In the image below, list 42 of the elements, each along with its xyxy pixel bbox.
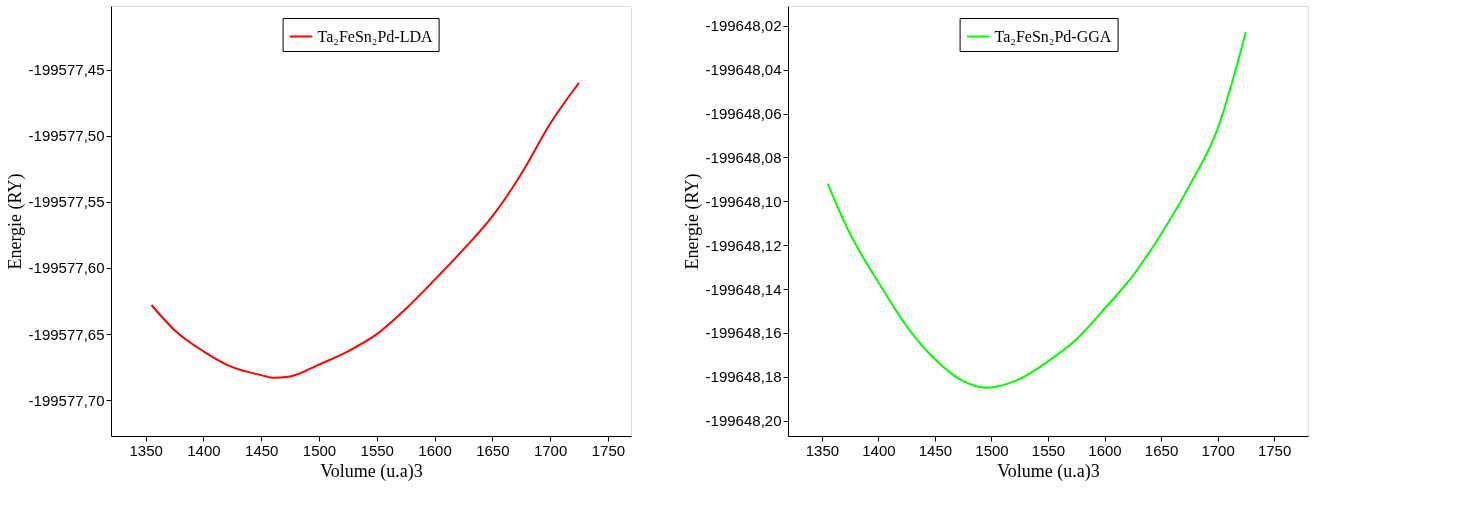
x-axis-title: Volume (u.a)3	[997, 460, 1100, 482]
x-tick-label: 1600	[1088, 441, 1122, 459]
x-tick-label: 1350	[805, 441, 840, 459]
x-axis-title: Volume (u.a)3	[320, 460, 423, 482]
x-tick-label: 1450	[918, 441, 953, 459]
y-tick-label: -199648,10	[705, 192, 782, 210]
y-tick-label: -199577,60	[28, 259, 105, 277]
x-tick-label: 1450	[245, 441, 279, 459]
y-tick-label: -199648,14	[705, 280, 782, 298]
line-series	[150, 81, 580, 379]
x-tick-label: 1550	[1031, 441, 1066, 459]
y-tick-label: -199648,02	[705, 17, 782, 35]
y-tick-label: -199648,08	[705, 148, 782, 166]
y-tick-label: -199648,06	[705, 105, 782, 122]
legend-label: Ta₂FeSn₂Pd-LDA	[317, 27, 433, 45]
y-tick-label: -199577,55	[28, 193, 105, 211]
y-axis-title: Energie (RY)	[681, 173, 703, 270]
y-tick-label: -199577,70	[28, 391, 105, 409]
x-tick-label: 1350	[129, 441, 163, 459]
x-tick-label: 1500	[975, 441, 1009, 459]
x-tick-label: 1500	[302, 441, 337, 459]
y-tick-label: -199577,50	[28, 127, 105, 145]
y-tick-label: -199648,16	[705, 324, 782, 342]
y-tick-label: -199577,45	[28, 61, 105, 79]
legend-label: Ta₂FeSn₂Pd-GGA	[994, 27, 1112, 45]
x-tick-label: 1600	[418, 441, 452, 459]
x-tick-label: 1550	[360, 441, 394, 459]
y-axis-title: Energie (RY)	[4, 173, 26, 270]
y-tick-label: -199577,65	[28, 325, 105, 343]
x-tick-label: 1650	[1144, 441, 1179, 459]
x-tick-label: 1700	[533, 441, 568, 459]
x-tick-label: 1400	[187, 441, 221, 459]
line-series	[826, 31, 1247, 389]
x-tick-label: 1750	[591, 441, 626, 459]
y-tick-label: -199648,12	[705, 236, 782, 254]
y-tick-label: -199648,04	[705, 61, 782, 79]
x-tick-label: 1400	[862, 441, 896, 459]
y-tick-label: -199648,18	[705, 368, 782, 386]
x-tick-label: 1700	[1201, 441, 1235, 459]
x-tick-label: 1750	[1257, 441, 1292, 459]
x-tick-label: 1650	[476, 441, 510, 459]
y-tick-label: -199648,20	[705, 412, 782, 430]
